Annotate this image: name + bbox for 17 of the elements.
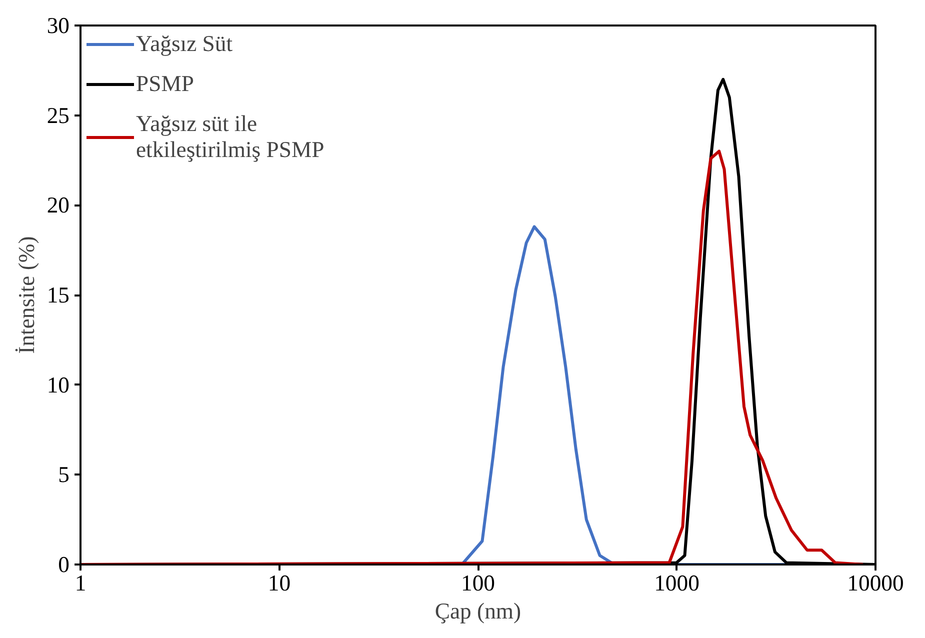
y-tick-label: 5 (58, 462, 70, 488)
y-tick-label: 0 (58, 552, 70, 577)
legend-label: Yağsız Süt (136, 31, 233, 57)
legend-label: PSMP (136, 71, 194, 97)
x-axis-title: Çap (nm) (434, 598, 522, 624)
y-tick-label: 30 (46, 13, 70, 38)
y-tick-label: 15 (46, 282, 70, 308)
x-tick-label: 1 (74, 570, 86, 596)
legend-label: Yağsız süt ile etkileştirilmiş PSMP (136, 111, 324, 163)
x-tick-label: 1000 (654, 570, 700, 596)
x-tick-label: 10 (268, 570, 291, 596)
y-tick-label: 10 (46, 372, 70, 398)
y-tick-label: 25 (46, 102, 70, 128)
y-tick-label: 20 (46, 192, 70, 218)
x-tick-label: 100 (461, 570, 495, 596)
x-tick-label: 10000 (847, 570, 904, 596)
y-axis-title: İntensite (%) (14, 236, 39, 354)
